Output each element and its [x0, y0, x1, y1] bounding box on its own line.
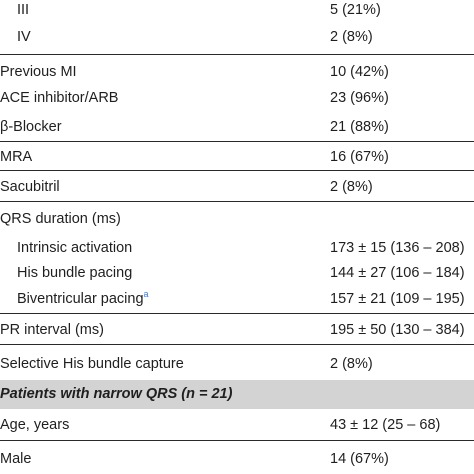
row-value: 2 (8%) [330, 179, 373, 195]
row-divider [0, 54, 474, 55]
row-value: 43 ± 12 (25 – 68) [330, 417, 441, 433]
row-value: 173 ± 15 (136 – 208) [330, 240, 465, 256]
row-label: Sacubitril [0, 179, 60, 195]
row-divider [0, 141, 474, 142]
row-value: 2 (8%) [330, 29, 373, 45]
row-value: 14 (67%) [330, 451, 389, 467]
section-title: Patients with narrow QRS (n = 21) [0, 386, 233, 402]
row-value: 21 (88%) [330, 119, 389, 135]
row-label: PR interval (ms) [0, 322, 104, 338]
row-value: 10 (42%) [330, 64, 389, 80]
row-label: QRS duration (ms) [0, 211, 121, 227]
row-label-text: Biventricular pacing [17, 291, 144, 307]
row-divider [0, 170, 474, 171]
row-label: ACE inhibitor/ARB [0, 90, 119, 106]
row-label: IV [17, 29, 31, 45]
row-value: 23 (96%) [330, 90, 389, 106]
row-label: Intrinsic activation [17, 240, 133, 256]
row-value: 5 (21%) [330, 2, 381, 18]
row-label: β-Blocker [0, 119, 62, 135]
row-value: 2 (8%) [330, 356, 373, 372]
row-value: 157 ± 21 (109 – 195) [330, 291, 465, 307]
row-divider [0, 313, 474, 314]
row-label: Biventricular pacinga [17, 290, 149, 308]
row-divider [0, 344, 474, 345]
row-label: His bundle pacing [17, 265, 133, 281]
row-label: Age, years [0, 417, 70, 433]
row-value: 195 ± 50 (130 – 384) [330, 322, 465, 338]
row-label: MRA [0, 149, 33, 165]
row-label: Selective His bundle capture [0, 356, 184, 372]
row-label: Previous MI [0, 64, 77, 80]
row-divider [0, 440, 474, 441]
row-divider [0, 201, 474, 202]
section-header: Patients with narrow QRS (n = 21) [0, 380, 474, 409]
row-label: III [17, 2, 30, 18]
row-label: Male [0, 451, 32, 467]
row-value: 16 (67%) [330, 149, 389, 165]
row-value: 144 ± 27 (106 – 184) [330, 265, 465, 281]
footnote-marker[interactable]: a [143, 289, 149, 300]
